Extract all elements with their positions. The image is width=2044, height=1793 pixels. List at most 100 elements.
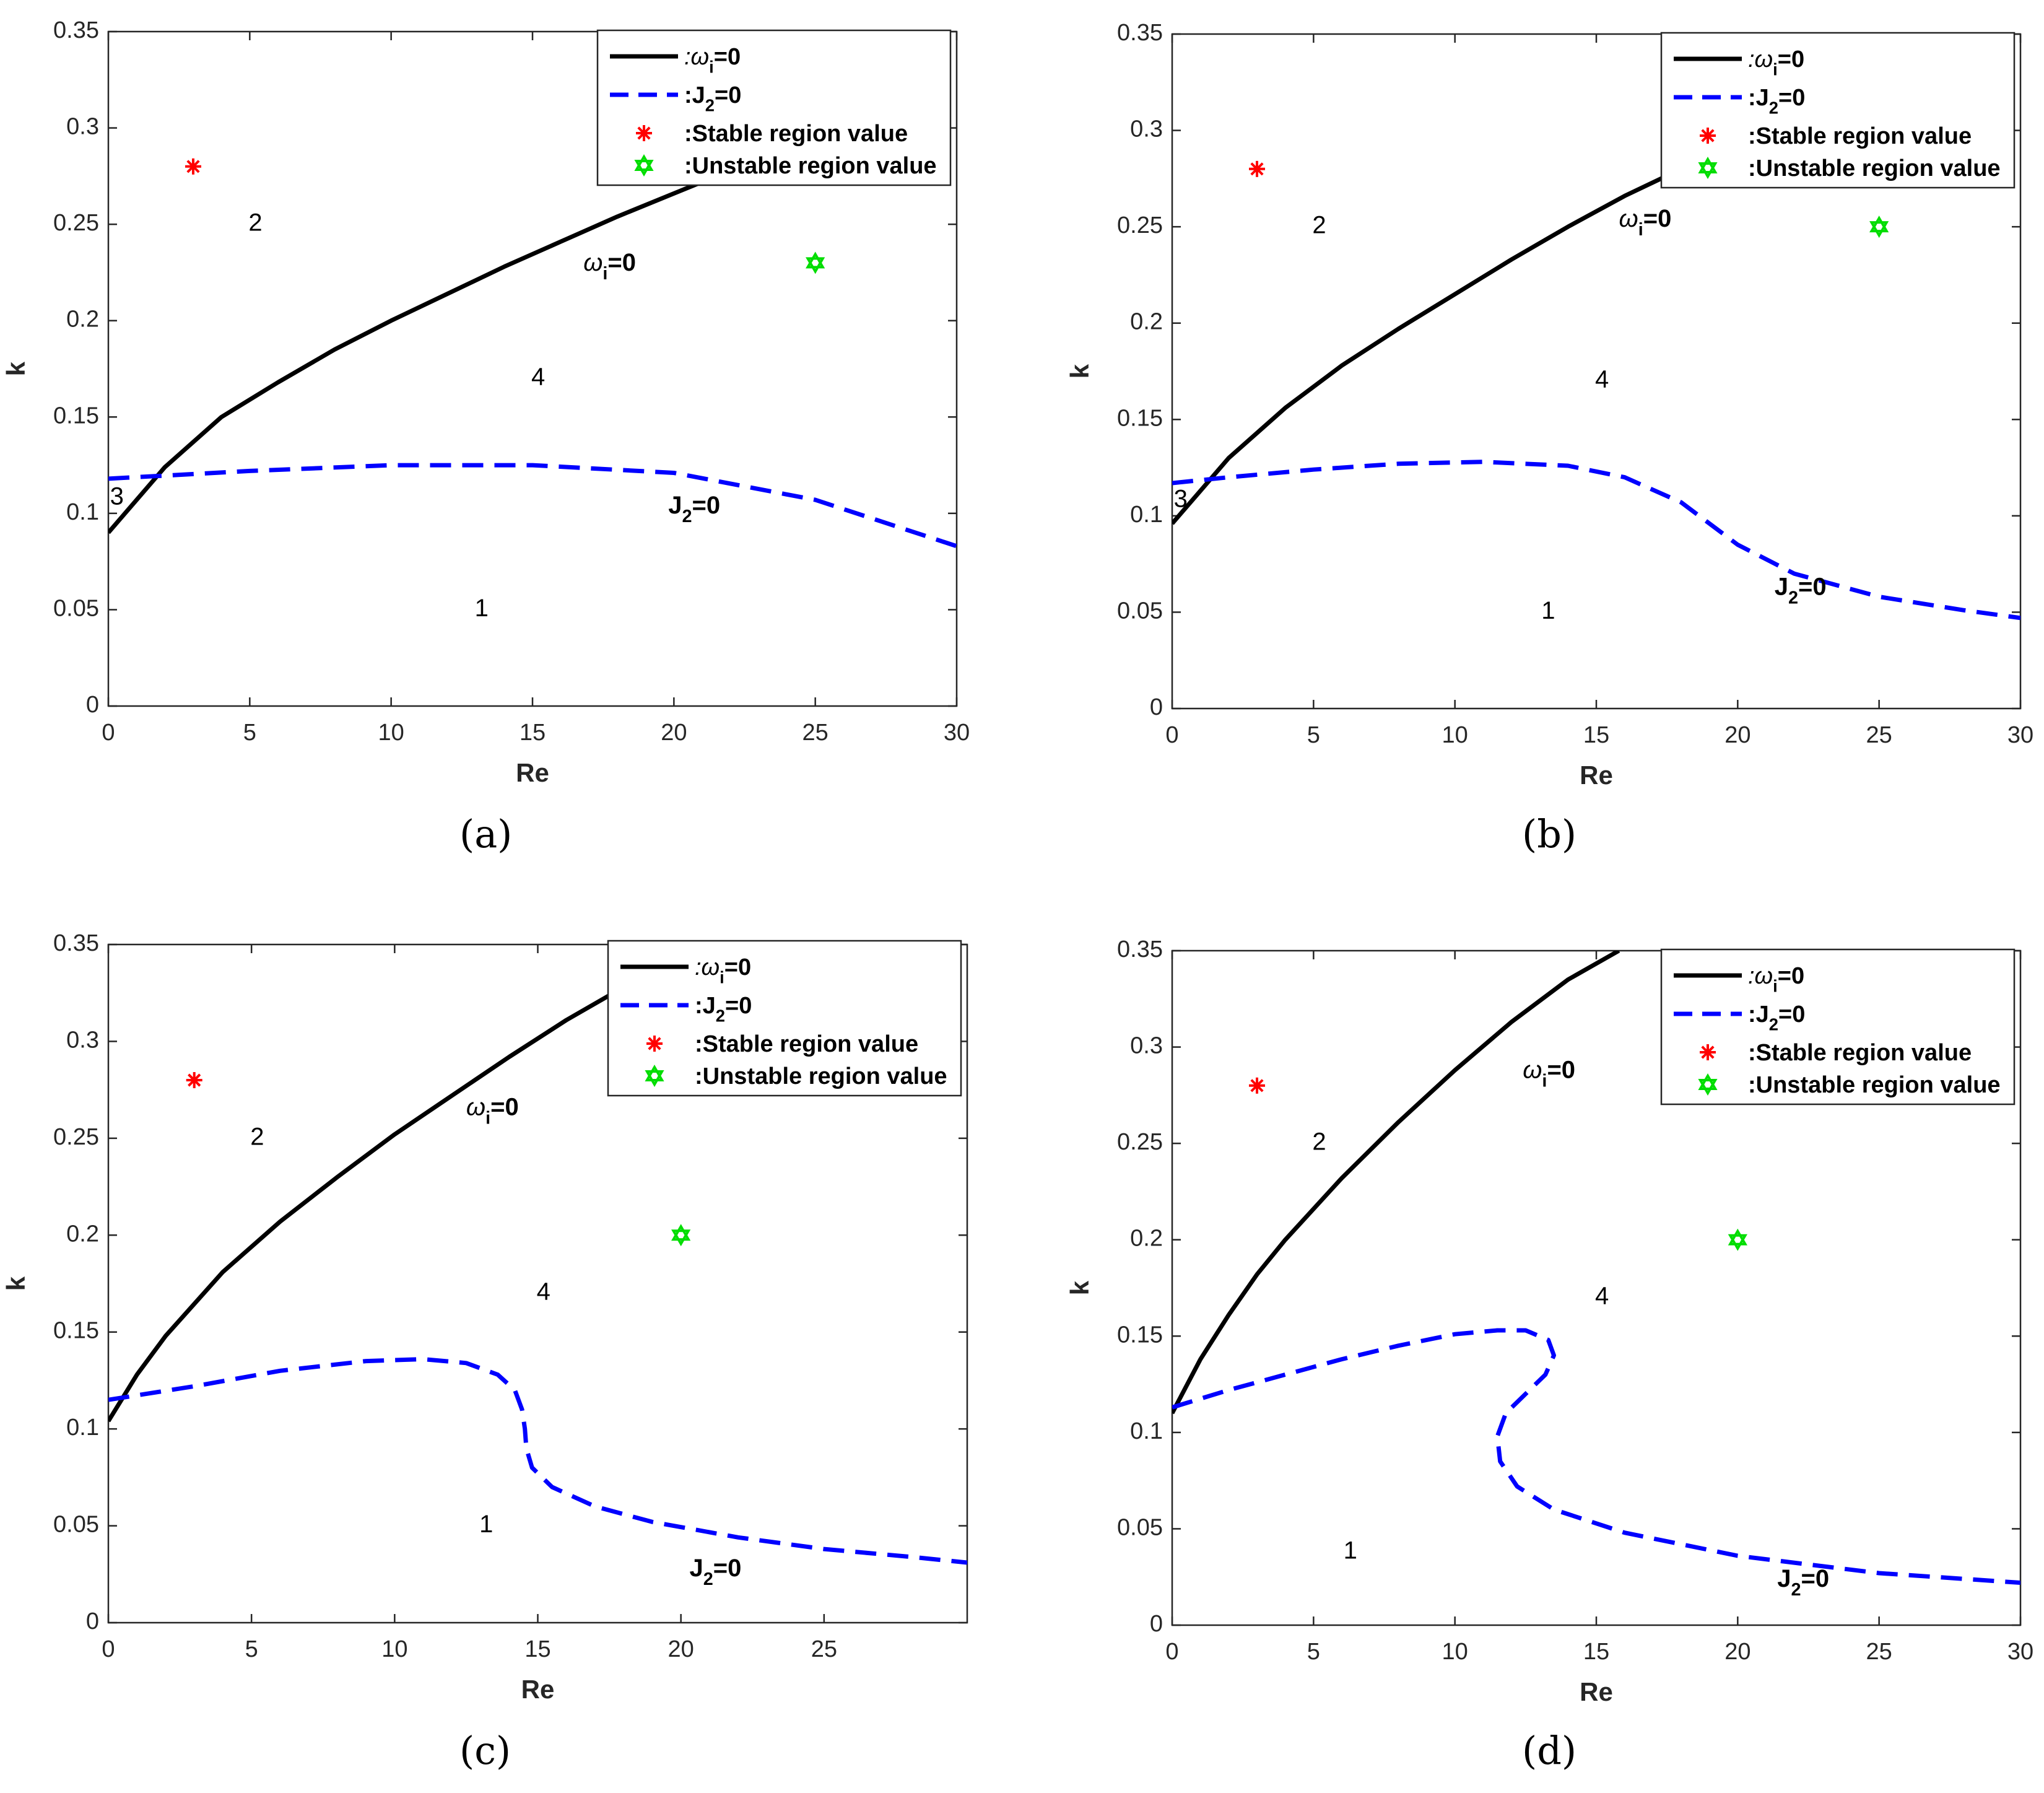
stable-point-marker (1249, 160, 1265, 177)
legend-unstable-marker (1698, 1073, 1718, 1096)
subfigure-caption-b: (b) (1522, 811, 1577, 857)
x-tick-label: 25 (811, 1636, 837, 1662)
region-label: 4 (1595, 366, 1609, 393)
j2-curve-c (108, 1357, 967, 1565)
legend-unstable-label: :Unstable region value (1748, 1072, 2001, 1098)
x-tick-label: 25 (1866, 722, 1892, 748)
y-tick-label: 0.35 (1117, 936, 1163, 962)
y-tick-label: 0.25 (1117, 1129, 1163, 1155)
region-label: 3 (1174, 486, 1188, 513)
y-tick-label: 0 (86, 1608, 99, 1634)
x-tick-label: 10 (1442, 1639, 1468, 1665)
x-tick-label: 30 (2007, 722, 2033, 748)
region-label: 1 (475, 595, 489, 622)
x-tick-label: 5 (1307, 722, 1320, 748)
y-tick-label: 0.25 (53, 1124, 99, 1150)
panel-d: 0 0.05 0.1 0.15 0.2 0.25 0.3 0.35 0 5 10 15 20 25 30 Re… (1065, 936, 2033, 1706)
unstable-point-marker (1728, 1228, 1747, 1251)
legend-unstable-label: :Unstable region value (684, 153, 937, 179)
legend-j2-label: :J2=0 (1748, 85, 1805, 117)
legend-j2-label: :J2=0 (1748, 1001, 1805, 1034)
legend-stable-label: :Stable region value (1748, 123, 1972, 149)
y-tick-label: 0.2 (1130, 1226, 1163, 1252)
j2-curve-label: J2=0 (668, 492, 720, 526)
y-tick-label: 0.35 (53, 930, 99, 956)
y-tick-label: 0.1 (1130, 502, 1163, 528)
y-tick-label: 0.05 (1117, 1514, 1163, 1540)
plot-marks-b (1172, 147, 2020, 621)
y-tick-label: 0.05 (1117, 598, 1163, 624)
legend-unstable-label: :Unstable region value (1748, 155, 2001, 181)
region-label: 1 (479, 1511, 493, 1538)
j2-curve-a (108, 463, 957, 549)
legend-b: :ωi=0 :J2=0 :Stable region value :Unstable … (1660, 32, 2016, 189)
x-tick-label: 20 (668, 1636, 694, 1662)
legend-d: :ωi=0:J2=0:Stable region value:Unstable … (1660, 948, 2016, 1106)
y-tick-label: 0.3 (1130, 1033, 1163, 1059)
y-tick-label: 0.35 (53, 17, 99, 43)
plot-marks-c (108, 952, 967, 1565)
x-tick-label: 10 (381, 1636, 407, 1662)
y-tick-label: 0.15 (1117, 1322, 1163, 1348)
omega-curve-d (1172, 951, 1620, 1415)
x-tick-label: 5 (243, 720, 256, 746)
j2-curve-label: J2=0 (1777, 1565, 1829, 1600)
y-tick-label: 0.15 (53, 1318, 99, 1344)
x-tick-label: 15 (1583, 722, 1609, 748)
y-axis-label: k (1065, 1280, 1094, 1295)
omega-curve-label: ωi=0 (1619, 205, 1672, 240)
stable-point-marker (186, 1072, 202, 1088)
legend-omega-label: :ωi=0 (684, 44, 741, 76)
x-tick-label: 25 (1866, 1639, 1892, 1665)
x-tick-label: 10 (1442, 722, 1468, 748)
legend-a: :ωi=0:J2=0:Stable region value:Unstable … (596, 29, 952, 186)
x-axis-label: Re (1580, 761, 1613, 790)
x-tick-label: 20 (1724, 1639, 1750, 1665)
omega-curve-a (108, 180, 703, 534)
x-tick-label: 30 (944, 720, 970, 746)
legend-unstable-label: :Unstable region value (695, 1063, 947, 1089)
panel-b: 0 0.05 0.1 0.15 0.2 0.25 0.3 0.35 0 5 10 15 20 25 30 Re… (1065, 20, 2033, 790)
unstable-point-marker (671, 1224, 691, 1247)
x-axis-label: Re (1580, 1677, 1613, 1706)
x-tick-label: 20 (1724, 722, 1750, 748)
y-tick-label: 0.3 (66, 114, 99, 140)
subfigure-caption-d: (d) (1522, 1728, 1577, 1773)
region-label: 1 (1541, 597, 1555, 624)
y-axis-label: k (1, 361, 30, 376)
x-axis-label: Re (516, 758, 549, 787)
y-tick-label: 0.05 (53, 1512, 99, 1538)
y-tick-label: 0.15 (1117, 405, 1163, 431)
unstable-point-marker (1869, 216, 1889, 238)
panel-c: 0 0.05 0.1 0.15 0.2 0.25 0.3 0.35 0 5 10 15 20 25 Re k 1… (1, 930, 968, 1704)
region-label: 2 (250, 1123, 264, 1150)
y-tick-label: 0 (1150, 694, 1163, 720)
y-tick-label: 0.2 (66, 307, 99, 333)
legend-omega-label: :ωi=0 (1748, 46, 1804, 79)
x-axis-label: Re (521, 1675, 555, 1704)
y-tick-label: 0.1 (66, 1415, 99, 1441)
j2-curve-d (1172, 1328, 2020, 1585)
legend-stable-label: :Stable region value (695, 1031, 918, 1057)
legend-omega-label: :ωi=0 (695, 954, 751, 987)
legend-stable-marker (636, 125, 652, 141)
y-tick-label: 0.05 (53, 595, 99, 621)
subfigure-caption-c: (c) (459, 1728, 511, 1773)
x-tick-label: 5 (245, 1636, 258, 1662)
region-label: 2 (1312, 1128, 1326, 1156)
region-label: 4 (1595, 1283, 1609, 1310)
omega-curve-label: ωi=0 (583, 249, 636, 284)
y-tick-label: 0.2 (1130, 309, 1163, 335)
j2-curve-label: J2=0 (1775, 573, 1827, 608)
omega-curve-c (108, 952, 682, 1423)
x-tick-label: 0 (1165, 722, 1178, 748)
y-tick-label: 0.25 (1117, 212, 1163, 238)
y-tick-label: 0 (86, 692, 99, 718)
region-label: 4 (537, 1278, 550, 1306)
x-tick-label: 15 (520, 720, 546, 746)
region-label: 2 (1312, 212, 1326, 239)
y-tick-label: 0 (1150, 1611, 1163, 1637)
y-tick-label: 0.25 (53, 210, 99, 236)
legend-stable-marker (1700, 1044, 1716, 1060)
